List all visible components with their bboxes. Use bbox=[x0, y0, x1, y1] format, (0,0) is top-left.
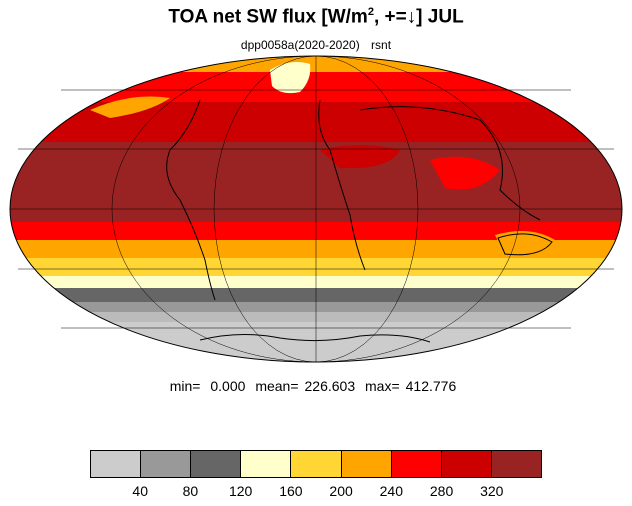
max-label: max= bbox=[365, 378, 400, 394]
colorbar-swatch bbox=[391, 451, 442, 477]
colorbar bbox=[90, 450, 542, 478]
variable-label: rsnt bbox=[371, 38, 392, 52]
arctic-orange-patch bbox=[90, 96, 170, 118]
colorbar-swatch bbox=[491, 451, 541, 477]
colorbar-tick-label: 160 bbox=[279, 483, 303, 499]
colorbar-tick-label: 80 bbox=[182, 483, 199, 499]
sahara-patch bbox=[320, 145, 400, 169]
europe-africa-outline bbox=[318, 99, 366, 271]
asia-outline bbox=[359, 106, 541, 221]
australia-outline bbox=[497, 233, 553, 256]
greenland-patch bbox=[270, 62, 311, 94]
colorbar-swatch bbox=[91, 451, 142, 477]
colorbar-tick-label: 320 bbox=[480, 483, 504, 499]
min-label: min= bbox=[169, 378, 201, 394]
colorbar-swatch bbox=[191, 451, 242, 477]
map-border bbox=[9, 55, 623, 363]
plot-subtitle: dpp0058a(2020-2020) rsnt bbox=[0, 38, 632, 52]
colorbar-swatch bbox=[241, 451, 292, 477]
antarctica-coast bbox=[199, 333, 431, 343]
experiment-label: dpp0058a(2020-2020) bbox=[240, 38, 360, 52]
colorbar-swatch bbox=[291, 451, 342, 477]
colorbar-tick-label: 280 bbox=[429, 483, 454, 499]
title-prefix: TOA net SW flux [W/m bbox=[168, 6, 368, 28]
colorbar-ticks: 40 80 120 160 200 240 280 320 bbox=[90, 483, 542, 501]
colorbar-tick-label: 240 bbox=[379, 483, 404, 499]
title-suffix: , +=↓] JUL bbox=[373, 6, 464, 28]
colorbar-swatch bbox=[141, 451, 192, 477]
mean-value: 226.603 bbox=[304, 378, 356, 394]
min-value: 0.000 bbox=[210, 378, 246, 394]
colorbar-tick-label: 120 bbox=[228, 483, 253, 499]
field-statistics: min= 0.000 mean= 226.603 max= 412.776 bbox=[0, 378, 632, 394]
plot-title: TOA net SW flux [W/m2, +=↓] JUL bbox=[0, 6, 632, 28]
colorbar-swatch bbox=[341, 451, 392, 477]
colorbar-tick-label: 200 bbox=[329, 483, 353, 499]
world-map bbox=[9, 55, 623, 363]
title-superscript: 2 bbox=[367, 6, 374, 18]
americas-outline bbox=[166, 99, 216, 301]
colorbar-tick-label: 40 bbox=[132, 483, 149, 499]
mean-label: mean= bbox=[255, 378, 299, 394]
max-value: 412.776 bbox=[405, 378, 457, 394]
asia-bright-patch bbox=[430, 156, 500, 190]
colorbar-swatch bbox=[441, 451, 492, 477]
